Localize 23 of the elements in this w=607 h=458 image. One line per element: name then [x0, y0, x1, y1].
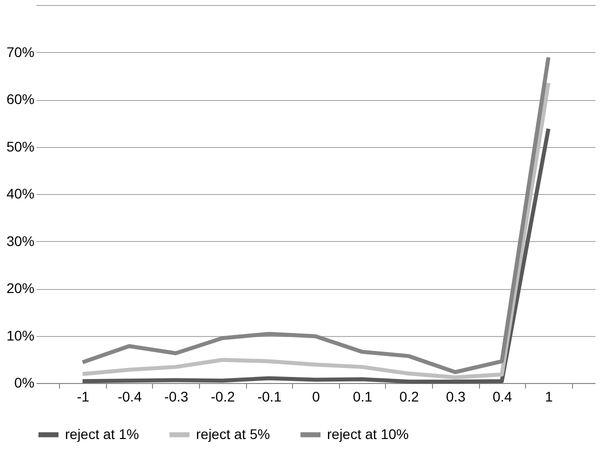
x-tick-label: 0.3 — [446, 388, 466, 404]
legend-label: reject at 1% — [65, 426, 139, 442]
line-series — [80, 126, 550, 384]
x-tick-label: -0.4 — [118, 388, 142, 404]
y-tick-label: 0% — [14, 374, 34, 390]
x-tick-label: 0.2 — [399, 388, 420, 404]
x-tick-label: 0.4 — [492, 388, 512, 404]
x-tick-label: -0.3 — [164, 388, 189, 404]
y-tick-label: 70% — [6, 44, 34, 60]
y-tick-label: 40% — [6, 186, 34, 202]
legend-label: reject at 10% — [327, 426, 409, 442]
y-tick-label: 20% — [6, 280, 34, 296]
y-tick-label: 60% — [6, 91, 34, 107]
legend-label: reject at 5% — [196, 426, 270, 442]
y-tick-label: 50% — [6, 138, 34, 154]
y-tick-label: 30% — [6, 232, 34, 249]
y-tick-label: 10% — [6, 327, 34, 344]
x-tick-label: 0 — [312, 388, 320, 404]
x-tick-label: -0.2 — [210, 388, 236, 404]
x-tick-label: -0.1 — [257, 388, 282, 404]
x-tick-label: -1 — [76, 388, 90, 404]
x-tick-label: 0.1 — [352, 388, 373, 404]
x-tick-label: 1 — [545, 388, 554, 404]
